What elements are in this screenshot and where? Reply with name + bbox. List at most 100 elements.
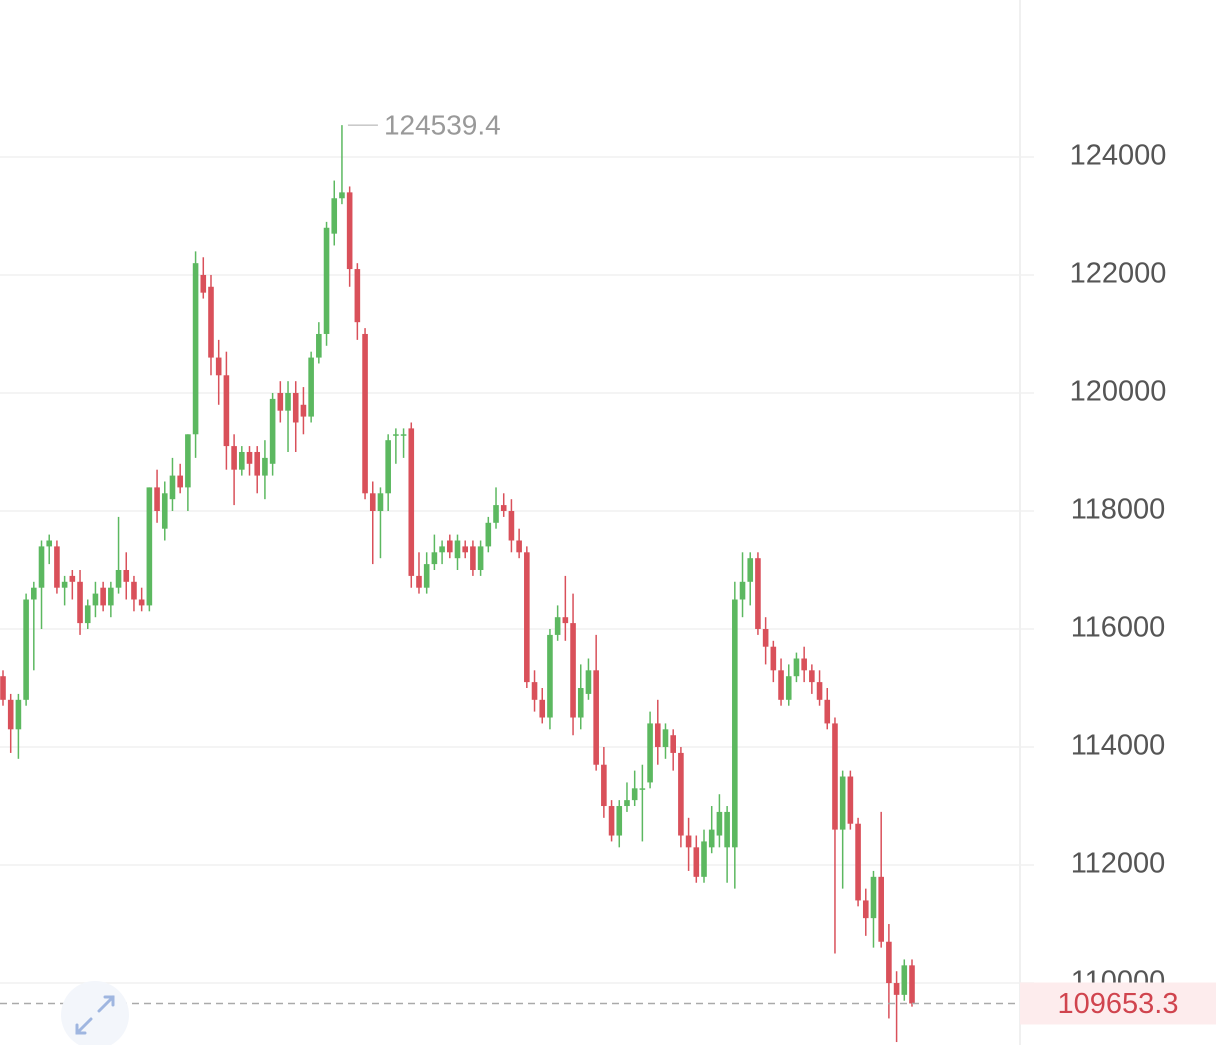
candle-body: [385, 440, 391, 494]
candle-body: [92, 593, 99, 606]
candle-body: [531, 682, 538, 700]
candle-body: [747, 558, 754, 582]
candle-body: [855, 823, 861, 901]
candle-body: [254, 451, 261, 476]
y-tick-label: 122000: [1070, 258, 1167, 290]
candle-body: [362, 333, 368, 494]
y-tick-label: 120000: [1070, 376, 1167, 408]
candle-body: [601, 764, 607, 807]
y-tick-label: 124000: [1070, 140, 1167, 172]
candle-body: [562, 617, 569, 624]
candle-body: [701, 841, 707, 877]
candle-body: [708, 829, 715, 848]
candle-body: [662, 729, 669, 748]
candle-body: [477, 546, 484, 570]
candle-body: [886, 941, 892, 984]
candle-body: [23, 599, 29, 700]
candle-body: [446, 540, 453, 553]
candle-body: [0, 676, 6, 700]
candle-body: [608, 806, 615, 836]
candle-body: [61, 581, 68, 588]
candle-body: [400, 434, 407, 436]
candle-body: [524, 552, 530, 683]
icon-arrows[interactable]: [75, 995, 115, 1035]
candle-body: [339, 192, 345, 199]
candle-body: [262, 457, 268, 476]
candle-body: [547, 634, 553, 718]
candle-body: [724, 811, 730, 848]
candle-body: [909, 965, 915, 1004]
candle-body: [793, 658, 800, 677]
candle-body: [316, 333, 322, 358]
candle-body: [716, 811, 723, 836]
candle-body: [739, 581, 746, 600]
candle-body: [439, 546, 445, 553]
candle-body: [801, 658, 807, 671]
candle-body: [215, 357, 222, 376]
candle-body: [839, 776, 846, 830]
candle-body: [31, 587, 37, 600]
candle-body: [485, 522, 492, 547]
candle-body: [208, 286, 214, 358]
candle-body: [762, 629, 769, 647]
candle-body: [54, 546, 60, 588]
candle-body: [901, 965, 908, 995]
candle-body: [185, 434, 191, 488]
candle-body: [7, 699, 14, 730]
candle-body: [470, 546, 476, 570]
candle-body: [231, 446, 237, 470]
candle-body: [108, 587, 114, 606]
candle-body: [693, 847, 700, 877]
y-tick-label: 112000: [1071, 848, 1166, 880]
candle-body: [292, 392, 299, 423]
candle-body: [84, 605, 91, 624]
candle-body: [431, 552, 438, 565]
max-label: 124539.4: [384, 110, 501, 141]
candle-body: [77, 581, 83, 624]
candle-body: [516, 540, 522, 553]
last-price-label: 109653.3: [1058, 988, 1179, 1020]
candle-body: [647, 723, 653, 783]
candle-body: [138, 599, 145, 606]
candle-body: [69, 575, 76, 582]
candle-body: [377, 493, 384, 511]
candle-body: [870, 876, 877, 919]
candle-body: [785, 676, 792, 700]
candle-body: [847, 776, 854, 824]
candle-body: [654, 723, 661, 748]
candle-body: [15, 699, 22, 730]
candle-body: [639, 788, 646, 790]
candle-body: [423, 564, 430, 588]
candle-body: [778, 670, 784, 700]
candle-body: [393, 434, 399, 436]
candle-body: [770, 646, 777, 671]
candle-body: [755, 558, 761, 630]
candle-body: [593, 670, 599, 765]
candle-body: [500, 505, 507, 511]
y-tick-label: 118000: [1071, 494, 1166, 526]
candle-body: [809, 670, 815, 683]
candle-body: [369, 493, 376, 511]
candle-body: [192, 263, 199, 435]
candle-body: [878, 876, 884, 942]
candle-body: [493, 505, 499, 523]
expand-icon[interactable]: [61, 981, 129, 1045]
last-price-box: [1020, 982, 1216, 1025]
candle-body: [416, 575, 422, 588]
candle-body: [454, 540, 461, 559]
candle-body: [685, 835, 692, 848]
candle-body: [239, 451, 245, 470]
candle-body: [300, 404, 307, 417]
icon-bg[interactable]: [61, 981, 129, 1045]
candle-body: [323, 227, 330, 334]
candle-body: [131, 581, 137, 600]
candle-body: [893, 983, 900, 995]
candle-body: [100, 587, 106, 606]
candle-body: [161, 493, 168, 529]
candle-body: [223, 375, 230, 447]
candle-body: [177, 475, 183, 488]
candle-body: [554, 617, 561, 635]
candle-body: [331, 198, 338, 234]
candle-body: [832, 723, 838, 830]
